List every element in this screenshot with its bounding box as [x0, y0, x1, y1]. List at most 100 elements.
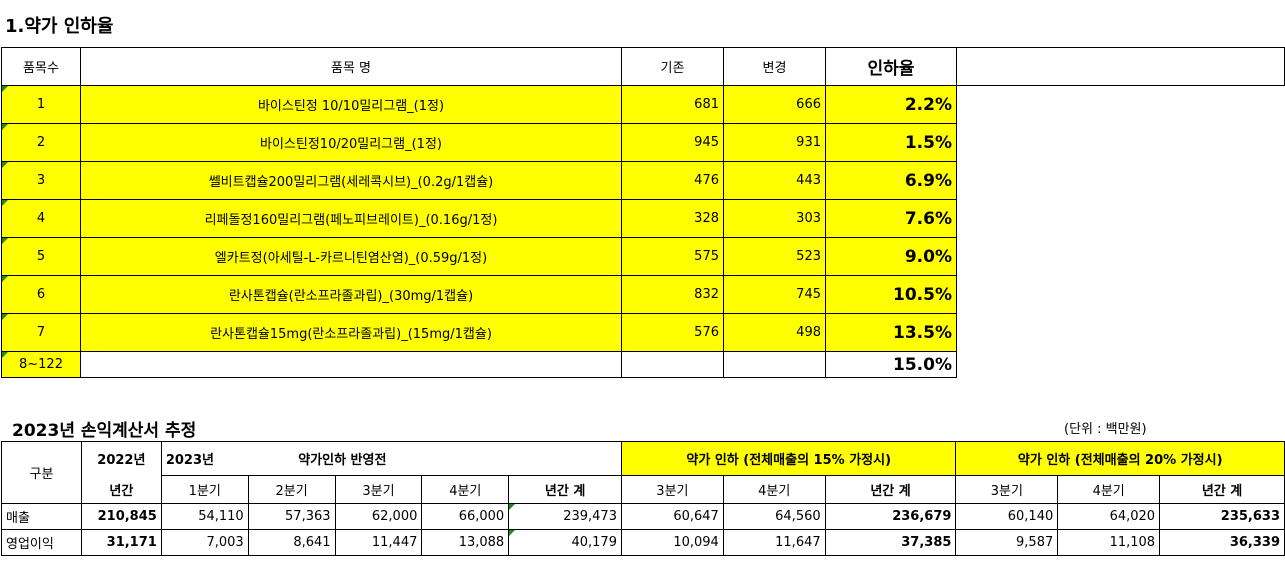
row-2022: 31,171	[80, 529, 162, 556]
row-no: 4	[1, 199, 81, 238]
row-no: 5	[1, 237, 81, 276]
row-name	[80, 351, 622, 378]
header-q2: 2분기	[247, 475, 336, 504]
row-name: 바이스틴정 10/10밀리그램_(1정)	[80, 85, 622, 124]
row-name: 엘카트정(아세틸-L-카르니틴염산염)_(0.59g/1정)	[80, 237, 622, 276]
row-name: 바이스틴정10/20밀리그램_(1정)	[80, 123, 622, 162]
header-blank	[956, 47, 1285, 86]
row-s20-q4: 11,108	[1057, 529, 1161, 556]
row-q2: 8,641	[247, 529, 336, 556]
row-before: 945	[621, 123, 724, 162]
row-after: 666	[723, 85, 826, 124]
row-after: 303	[723, 199, 826, 238]
header-s15-q3: 3분기	[620, 475, 724, 504]
header-category: 구분	[1, 441, 82, 504]
row-s20-q4: 64,020	[1057, 503, 1161, 530]
row-total: 239,473	[508, 503, 622, 530]
header-row-2: 년간 1분기 2분기 3분기 4분기 년간 계 3분기 4분기 년간 계 3분기…	[2, 475, 1285, 504]
row-no: 2	[1, 123, 81, 162]
section2-title: 2023년 손익계산서 추정	[12, 421, 197, 441]
row-name: 란사톤캡슐(란소프라졸과립)_(30mg/1캡슐)	[80, 275, 622, 314]
header-before: 기존	[621, 47, 724, 86]
header-s20-total: 년간 계	[1159, 475, 1285, 504]
row-q1: 7,003	[160, 529, 249, 556]
row-before: 681	[621, 85, 724, 124]
header-2022: 2022년	[80, 441, 162, 476]
row-before: 575	[621, 237, 724, 276]
table-row: 2 바이스틴정10/20밀리그램_(1정) 945 931 1.5%	[1, 123, 1285, 162]
table-row: 4 리페돌정160밀리그램(페노피브레이트)_(0.16g/1정) 328 30…	[1, 199, 1285, 238]
row-name: 리페돌정160밀리그램(페노피브레이트)_(0.16g/1정)	[80, 199, 622, 238]
row-2022: 210,845	[80, 503, 162, 530]
header-scenario-15: 약가 인하 (전체매출의 15% 가정시)	[620, 441, 957, 476]
header-row-1: 구분 2022년 2023년 약가인하 반영전 약가 인하 (전체매출의 15%…	[1, 441, 1285, 504]
row-rate: 9.0%	[825, 237, 957, 276]
row-s20-q3: 60,140	[955, 503, 1059, 530]
row-s15-q4: 64,560	[722, 503, 826, 530]
row-s15-q3: 60,647	[620, 503, 724, 530]
header-name: 품목 명	[80, 47, 622, 86]
table-row: 3 쎌비트캡슐200밀리그램(세레콕시브)_(0.2g/1캡슐) 476 443…	[1, 161, 1285, 200]
row-q2: 57,363	[247, 503, 336, 530]
header-s15-q4: 4분기	[722, 475, 826, 504]
header-q3: 3분기	[334, 475, 423, 504]
row-after: 443	[723, 161, 826, 200]
row-s20-q3: 9,587	[955, 529, 1059, 556]
row-rate: 7.6%	[825, 199, 957, 238]
row-before: 576	[621, 313, 724, 352]
row-no: 3	[1, 161, 81, 200]
header-q1: 1분기	[160, 475, 249, 504]
side-blank	[956, 85, 1285, 378]
row-no: 1	[1, 85, 81, 124]
header-before-cut: 약가인하 반영전	[248, 441, 622, 476]
table-row: 영업이익 31,171 7,003 8,641 11,447 13,088 40…	[1, 529, 1285, 556]
row-q3: 62,000	[334, 503, 423, 530]
table-header-row: 품목수 품목 명 기존 변경 인하율	[1, 47, 1285, 86]
header-q4: 4분기	[421, 475, 510, 504]
row-no: 6	[1, 275, 81, 314]
row-name: 쎌비트캡슐200밀리그램(세레콕시브)_(0.2g/1캡슐)	[80, 161, 622, 200]
row-after: 523	[723, 237, 826, 276]
row-q3: 11,447	[334, 529, 423, 556]
row-after: 745	[723, 275, 826, 314]
row-label: 매출	[1, 503, 82, 530]
row-s20-total: 36,339	[1159, 529, 1285, 556]
header-after: 변경	[723, 47, 826, 86]
table-row: 매출 210,845 54,110 57,363 62,000 66,000 2…	[1, 503, 1285, 530]
row-after: 931	[723, 123, 826, 162]
header-annual: 년간	[80, 475, 162, 504]
table-row: 7 란사톤캡슐15mg(란소프라졸과립)_(15mg/1캡슐) 576 498 …	[1, 313, 1285, 352]
header-total: 년간 계	[508, 475, 622, 504]
row-s15-total: 236,679	[824, 503, 957, 530]
row-before: 476	[621, 161, 724, 200]
row-label: 영업이익	[1, 529, 82, 556]
unit-label: (단위 : 백만원)	[1064, 422, 1147, 437]
row-q1: 54,110	[160, 503, 249, 530]
income-statement-table: 구분 2022년 2023년 약가인하 반영전 약가 인하 (전체매출의 15%…	[1, 441, 1285, 556]
header-2023: 2023년	[160, 441, 249, 476]
table-row: 1 바이스틴정 10/10밀리그램_(1정) 681 666 2.2%	[1, 85, 1285, 378]
header-no: 품목수	[1, 47, 81, 86]
header-s20-q3: 3분기	[955, 475, 1059, 504]
row-rate: 2.2%	[825, 85, 957, 124]
price-cut-table: 품목수 품목 명 기존 변경 인하율 1 바이스틴정 10/10밀리그램_(1정…	[1, 47, 1285, 378]
row-rate: 6.9%	[825, 161, 957, 200]
row-rate: 15.0%	[825, 351, 957, 378]
row-q4: 66,000	[421, 503, 510, 530]
row-before	[621, 351, 724, 378]
row-after: 498	[723, 313, 826, 352]
table-row: 5 엘카트정(아세틸-L-카르니틴염산염)_(0.59g/1정) 575 523…	[1, 237, 1285, 276]
header-scenario-20: 약가 인하 (전체매출의 20% 가정시)	[955, 441, 1285, 476]
table-row: 6 란사톤캡슐(란소프라졸과립)_(30mg/1캡슐) 832 745 10.5…	[1, 275, 1285, 314]
row-s15-q4: 11,647	[722, 529, 826, 556]
row-rate: 13.5%	[825, 313, 957, 352]
row-no: 7	[1, 313, 81, 352]
header-s20-q4: 4분기	[1057, 475, 1161, 504]
row-rate: 10.5%	[825, 275, 957, 314]
row-before: 328	[621, 199, 724, 238]
row-no: 8~122	[1, 351, 81, 378]
row-s20-total: 235,633	[1159, 503, 1285, 530]
row-after	[723, 351, 826, 378]
row-name: 란사톤캡슐15mg(란소프라졸과립)_(15mg/1캡슐)	[80, 313, 622, 352]
row-q4: 13,088	[421, 529, 510, 556]
